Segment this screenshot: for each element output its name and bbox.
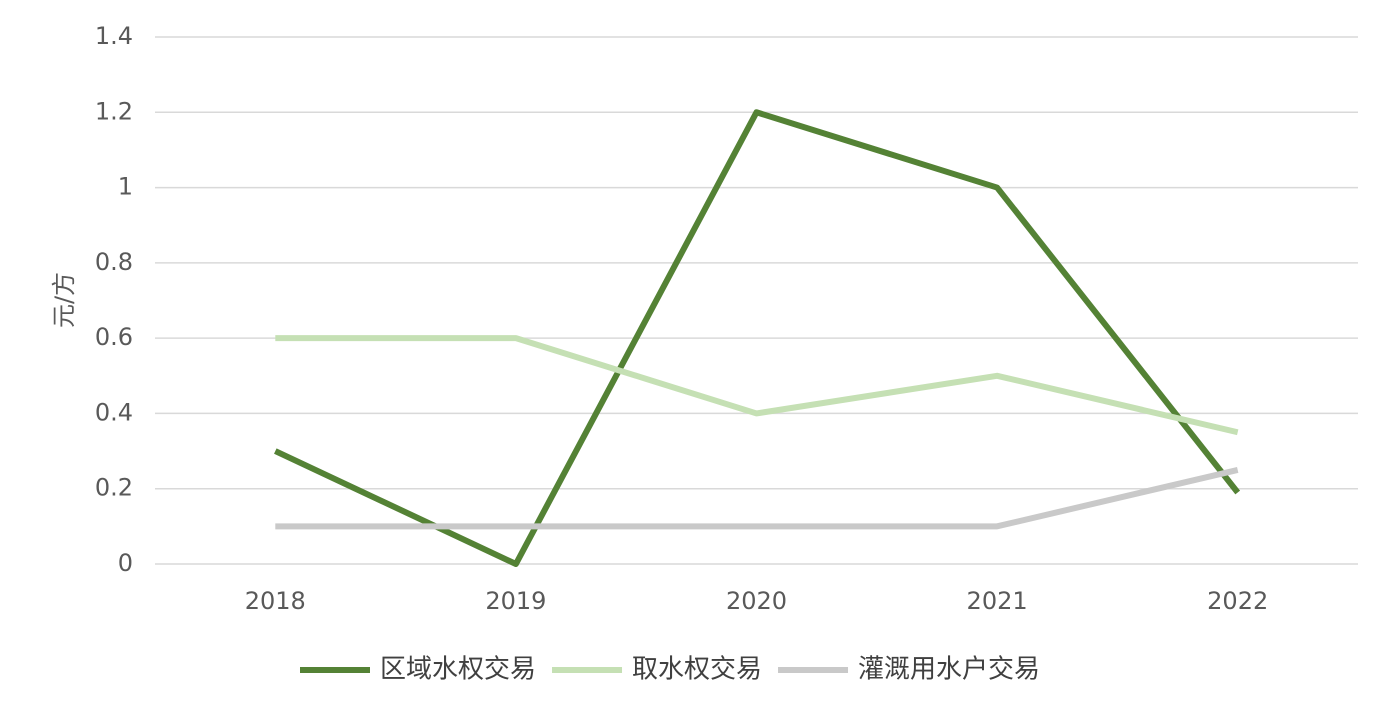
- legend-label: 取水权交易: [632, 655, 762, 685]
- x-tick-label: 2021: [967, 587, 1028, 615]
- x-tick-label: 2020: [726, 587, 787, 615]
- x-tick-label: 2022: [1207, 587, 1268, 615]
- y-tick-label: 0.2: [95, 474, 133, 502]
- legend-label: 区域水权交易: [380, 655, 536, 685]
- x-tick-label: 2019: [485, 587, 546, 615]
- x-tick-label: 2018: [245, 587, 306, 615]
- y-tick-label: 1: [118, 173, 133, 201]
- legend: 区域水权交易 取水权交易 灌溉用水户交易: [300, 655, 1040, 685]
- y-tick-label: 0.6: [95, 323, 133, 351]
- y-tick-label: 1.4: [95, 22, 133, 50]
- y-tick-label: 1.2: [95, 97, 133, 125]
- y-tick-label: 0.8: [95, 248, 133, 276]
- y-tick-label: 0.4: [95, 398, 133, 426]
- legend-label: 灌溉用水户交易: [858, 655, 1040, 685]
- series-line: [275, 466, 1239, 530]
- y-axis-label: 元/方: [50, 272, 78, 328]
- y-tick-label: 0: [118, 549, 133, 577]
- series-line: [275, 335, 1239, 436]
